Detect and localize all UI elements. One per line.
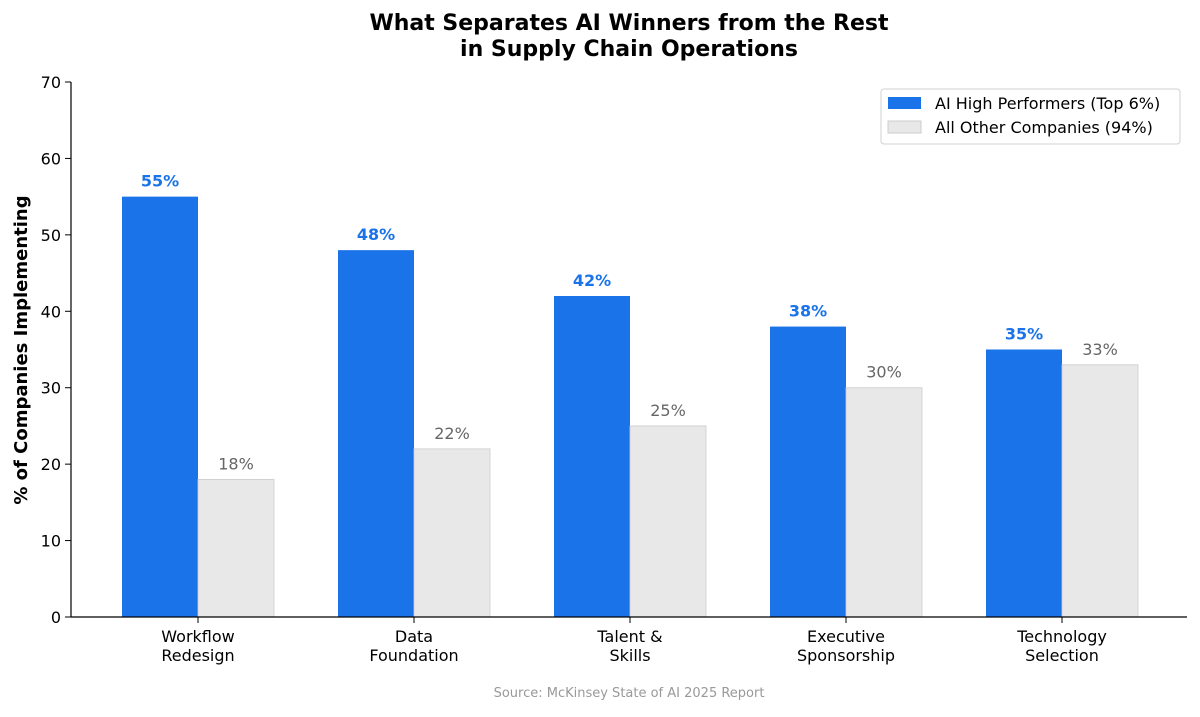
legend-swatch — [888, 97, 921, 109]
y-tick-label: 20 — [41, 455, 61, 474]
chart-title-line-1: What Separates AI Winners from the Rest — [369, 11, 889, 36]
x-tick-label: Workflow — [161, 627, 234, 646]
data-label: 38% — [789, 302, 827, 321]
data-label: 55% — [141, 172, 179, 191]
bar-high-performers — [338, 250, 414, 617]
x-tick-label: Skills — [609, 646, 650, 665]
bar-high-performers — [122, 196, 198, 617]
x-tick-label: Technology — [1016, 627, 1107, 646]
y-tick-label: 50 — [41, 226, 61, 245]
y-tick-label: 10 — [41, 532, 61, 551]
source-note: Source: McKinsey State of AI 2025 Report — [494, 686, 765, 701]
x-tick-label: Data — [395, 627, 433, 646]
y-tick-label: 70 — [41, 73, 61, 92]
x-tick-label: Talent & — [596, 627, 662, 646]
y-tick-label: 40 — [41, 302, 61, 321]
legend-label: AI High Performers (Top 6%) — [935, 94, 1160, 113]
bar-others — [629, 425, 707, 618]
bar-others — [197, 479, 275, 618]
bar-others — [413, 448, 491, 618]
bar-high-performers — [986, 349, 1062, 617]
data-label: 30% — [866, 363, 902, 382]
legend-swatch — [887, 120, 922, 134]
bar-others — [1061, 364, 1139, 618]
x-tick-label: Selection — [1025, 646, 1099, 665]
data-label: 22% — [434, 424, 470, 443]
data-label: 48% — [357, 225, 395, 244]
chart-title-line-2: in Supply Chain Operations — [460, 37, 798, 62]
legend-label: All Other Companies (94%) — [935, 118, 1153, 137]
data-label: 42% — [573, 271, 611, 290]
data-label: 25% — [650, 401, 686, 420]
data-label: 33% — [1082, 340, 1118, 359]
x-tick-label: Executive — [807, 627, 885, 646]
data-label: 35% — [1005, 325, 1043, 344]
y-tick-label: 60 — [41, 149, 61, 168]
bar-high-performers — [770, 326, 846, 617]
y-tick-label: 0 — [51, 608, 61, 627]
x-tick-label: Foundation — [369, 646, 458, 665]
x-tick-label: Redesign — [161, 646, 234, 665]
bar-others — [845, 387, 923, 618]
data-label: 18% — [218, 454, 254, 473]
y-tick-label: 30 — [41, 379, 61, 398]
x-tick-label: Sponsorship — [797, 646, 895, 665]
y-axis-label: % of Companies Implementing — [11, 195, 32, 504]
bar-high-performers — [554, 296, 630, 617]
legend-box — [880, 88, 1181, 145]
